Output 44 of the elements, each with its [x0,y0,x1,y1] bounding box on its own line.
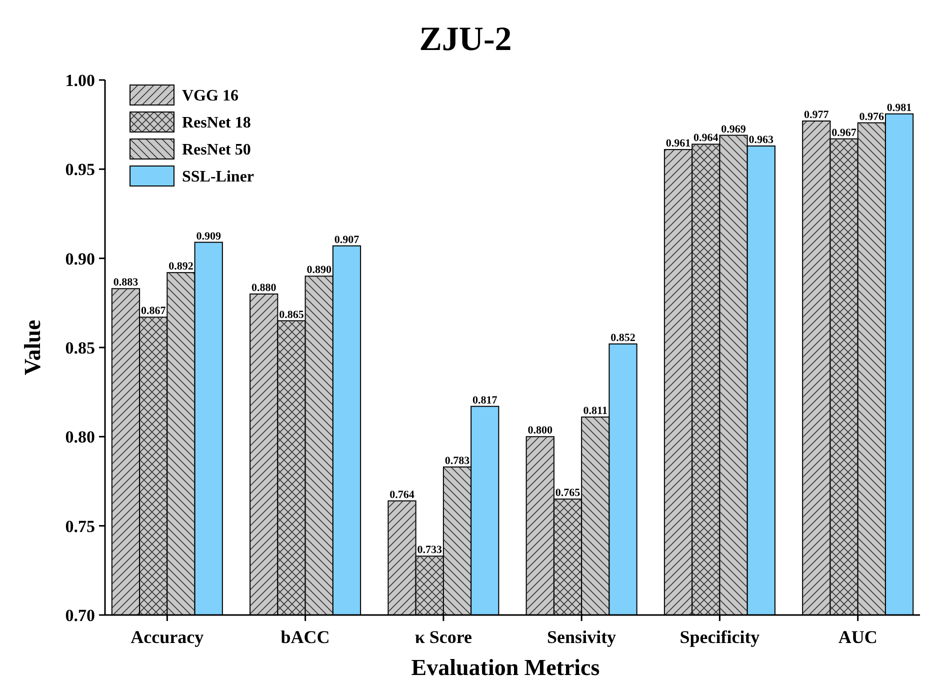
legend-label: VGG 16 [182,88,238,105]
data-label: 0.907 [334,234,360,246]
chart-title: ZJU-2 [419,21,512,58]
text: 0.90 [65,249,95,268]
legend-label: ResNet 18 [182,114,251,132]
data-label: 0.961 [666,138,691,150]
y-axis-title: Value [20,320,45,376]
data-label: 0.977 [804,109,830,122]
data-label: 0.867 [140,305,166,318]
x-tick-label: Accuracy [130,627,204,647]
data-label: 0.783 [444,454,470,467]
data-label: 0.981 [886,102,912,114]
data-label: 0.880 [251,282,277,294]
data-label: 0.883 [113,276,139,289]
data-label: 0.765 [555,487,581,500]
x-tick-label: Sensivity [547,627,616,647]
data-label: 0.865 [279,308,304,321]
data-label: 0.764 [390,488,415,501]
x-tick-label: bACC [280,627,330,647]
text: 0.70 [65,606,95,625]
data-label: 0.817 [472,394,498,406]
legend-label: ResNet 50 [182,142,251,159]
text: 0.85 [65,338,95,358]
data-label: 0.811 [583,405,608,418]
data-label: 0.964 [694,132,719,144]
x-tick-label: Specificity [680,627,760,647]
data-label: 0.909 [196,230,222,242]
text: 0.75 [65,516,95,536]
text: 1.00 [65,70,95,90]
data-label: 0.852 [610,332,636,344]
data-label: 0.963 [748,134,774,146]
data-label: 0.969 [721,123,746,136]
data-label: 0.800 [528,424,553,437]
text: 0.80 [65,428,95,447]
text: 0.95 [65,160,95,180]
data-label: 0.967 [832,126,857,139]
x-axis-title: Evaluation Metrics [411,655,600,680]
legend-label: SSL-Liner [182,168,254,186]
data-label: 0.890 [306,264,332,276]
x-tick-label: AUC [838,627,878,647]
data-label: 0.976 [859,110,885,123]
x-tick-label: κ Score [414,627,472,647]
data-label: 0.892 [168,260,194,273]
data-label: 0.733 [417,544,442,556]
